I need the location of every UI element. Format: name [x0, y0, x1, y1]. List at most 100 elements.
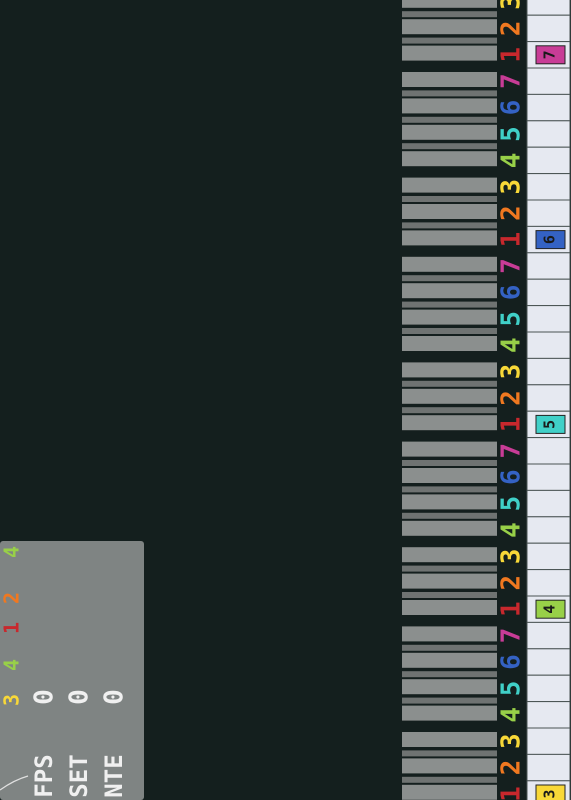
key-bar	[402, 19, 497, 35]
black-key-bar	[402, 750, 497, 757]
octave-label: 5	[541, 420, 559, 429]
key-bar	[402, 468, 497, 483]
key-bar	[402, 679, 497, 695]
black-key-bar	[402, 460, 497, 466]
key-digit: 7	[497, 628, 527, 644]
key-digit: 5	[497, 496, 527, 512]
black-key-bar	[402, 776, 497, 783]
key-digit: 4	[497, 337, 527, 353]
white-key	[526, 278, 571, 307]
white-key	[526, 199, 571, 227]
white-key	[526, 437, 571, 465]
key-bar	[402, 520, 497, 536]
key-bar	[402, 45, 497, 61]
key-digit: 6	[497, 469, 527, 485]
octave-marker	[535, 599, 566, 619]
black-key-bar	[402, 301, 497, 308]
black-key-bar	[402, 328, 497, 334]
key-digit: 2	[497, 575, 527, 591]
black-key-bar	[402, 486, 497, 493]
key-digit: 4	[497, 707, 527, 723]
key-bar	[402, 72, 497, 87]
white-key	[526, 489, 571, 518]
indicator: 4	[0, 659, 24, 671]
black-key-bar	[402, 11, 497, 18]
black-key-bar	[402, 196, 497, 202]
black-key-bar	[402, 275, 497, 282]
white-key	[526, 384, 571, 412]
key-digit: 5	[497, 681, 527, 697]
indicator: 4	[0, 546, 24, 558]
key-bar	[402, 283, 497, 299]
black-key-bar	[402, 116, 497, 123]
octave-marker	[535, 230, 566, 250]
white-key	[526, 252, 571, 280]
stat-label: SET	[65, 754, 93, 797]
octave-marker	[535, 414, 566, 434]
key-bar	[402, 309, 497, 325]
white-key	[526, 331, 571, 359]
white-key	[526, 674, 571, 703]
key-bar	[402, 494, 497, 510]
key-bar	[402, 573, 497, 589]
stat-label: NTE	[100, 754, 128, 797]
key-digit: 3	[497, 364, 527, 380]
white-key	[526, 727, 571, 755]
key-digit: 2	[497, 390, 527, 406]
key-digit: 2	[497, 21, 527, 37]
white-key	[526, 701, 571, 729]
black-key-bar	[402, 697, 497, 704]
white-key	[526, 648, 571, 676]
key-digit: 1	[497, 47, 527, 63]
key-digit: 3	[497, 0, 527, 10]
octave-label: 3	[541, 789, 559, 798]
octave-label: 6	[541, 235, 559, 244]
key-bar	[402, 204, 497, 219]
key-digit: 7	[497, 443, 527, 459]
white-key	[526, 173, 571, 201]
key-bar	[402, 441, 497, 457]
black-key-bar	[402, 407, 497, 414]
key-bar	[402, 177, 497, 193]
white-key	[526, 305, 571, 333]
key-digit: 4	[497, 153, 527, 169]
white-key	[526, 120, 571, 148]
black-key-bar	[402, 90, 497, 97]
octave-label: 4	[541, 605, 559, 614]
indicator: 3	[0, 694, 24, 706]
stat-value: 0	[30, 689, 60, 705]
key-digit: 4	[497, 522, 527, 538]
status-panel	[0, 541, 144, 800]
key-digit: 2	[497, 760, 527, 776]
key-digit: 3	[497, 733, 527, 749]
key-bar	[402, 388, 497, 404]
key-digit: 1	[497, 232, 527, 248]
key-digit: 1	[497, 601, 527, 617]
white-key	[526, 14, 571, 43]
white-key	[526, 146, 571, 175]
black-key-bar	[402, 143, 497, 150]
stat-value: 0	[65, 689, 95, 705]
key-bar	[402, 124, 497, 140]
key-bar	[402, 758, 497, 774]
key-bar	[402, 256, 497, 272]
key-bar	[402, 652, 497, 668]
key-bar	[402, 547, 497, 563]
key-bar	[402, 732, 497, 747]
key-digit: 6	[497, 285, 527, 301]
key-bar	[402, 705, 497, 721]
white-key	[526, 357, 571, 386]
key-digit: 3	[497, 179, 527, 195]
white-key	[526, 93, 571, 122]
key-bar	[402, 230, 497, 246]
key-bar	[402, 0, 497, 8]
black-key-bar	[402, 37, 497, 44]
black-key-bar	[402, 512, 497, 519]
octave-marker	[535, 784, 566, 800]
black-key-bar	[402, 565, 497, 572]
key-bar	[402, 98, 497, 114]
key-digit: 5	[497, 311, 527, 327]
key-bar	[402, 362, 497, 378]
black-key-bar	[402, 222, 497, 229]
